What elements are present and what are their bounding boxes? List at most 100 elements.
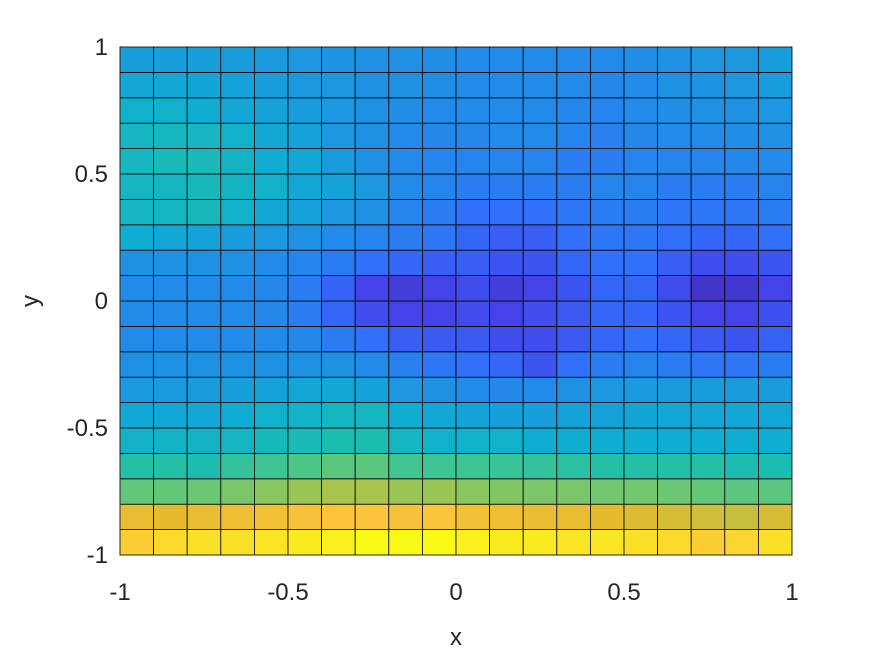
cell: [287, 72, 322, 99]
cell: [287, 224, 322, 251]
cell: [354, 452, 390, 480]
cell: [489, 249, 524, 276]
cell: [421, 529, 457, 556]
cell: [287, 249, 322, 276]
cell: [758, 275, 793, 302]
cell: [388, 122, 423, 149]
cell: [388, 300, 423, 327]
cell: [153, 325, 188, 353]
cell: [321, 402, 356, 429]
cell: [186, 427, 222, 454]
cell: [220, 503, 255, 531]
cell: [455, 402, 490, 429]
x-tick-label: 1: [785, 579, 798, 606]
cell: [253, 249, 289, 276]
cell: [623, 122, 658, 149]
cell: [522, 402, 558, 429]
cell: [253, 72, 289, 99]
cell: [421, 275, 457, 302]
cell: [724, 351, 759, 378]
cell: [489, 503, 524, 531]
cell: [321, 351, 356, 378]
cell: [455, 376, 490, 404]
cell: [220, 173, 255, 200]
cell: [623, 97, 658, 124]
cell: [421, 97, 457, 124]
cell: [153, 122, 188, 149]
cell: [119, 97, 154, 124]
cell: [590, 148, 625, 175]
cell: [388, 46, 423, 73]
cell: [220, 376, 255, 404]
cell: [186, 173, 222, 200]
y-tick-label: 0: [95, 288, 108, 315]
cell: [657, 97, 692, 124]
cell: [287, 452, 322, 480]
cell: [287, 275, 322, 302]
cell: [724, 198, 759, 226]
cell: [186, 452, 222, 480]
cell: [186, 503, 222, 531]
cell: [623, 427, 658, 454]
cell: [354, 325, 390, 353]
cell: [556, 249, 591, 276]
cell: [556, 325, 591, 353]
cell: [556, 376, 591, 404]
cell: [758, 122, 793, 149]
cell: [657, 503, 692, 531]
cell: [253, 427, 289, 454]
cell: [690, 503, 726, 531]
cell: [421, 224, 457, 251]
cell: [388, 427, 423, 454]
cell: [758, 46, 793, 73]
cell: [253, 503, 289, 531]
cell: [220, 325, 255, 353]
cell: [388, 325, 423, 353]
cell: [253, 173, 289, 200]
cell: [253, 325, 289, 353]
cell: [153, 249, 188, 276]
cell: [287, 300, 322, 327]
cell: [354, 478, 390, 505]
cell: [354, 300, 390, 327]
cell: [186, 46, 222, 73]
cell: [253, 376, 289, 404]
cell: [556, 452, 591, 480]
cell: [657, 478, 692, 505]
x-tick-label: 0: [449, 579, 462, 606]
cell: [421, 46, 457, 73]
cell: [421, 198, 457, 226]
cell: [657, 249, 692, 276]
cell: [522, 300, 558, 327]
cell: [354, 198, 390, 226]
cell: [489, 478, 524, 505]
cell: [119, 529, 154, 556]
cell: [690, 46, 726, 73]
cell: [321, 198, 356, 226]
cell: [388, 173, 423, 200]
cell: [623, 503, 658, 531]
cell: [623, 46, 658, 73]
cell: [287, 529, 322, 556]
cell: [690, 224, 726, 251]
cell: [253, 122, 289, 149]
cell: [489, 351, 524, 378]
cell: [354, 224, 390, 251]
cell: [421, 249, 457, 276]
cell: [153, 503, 188, 531]
cell: [489, 529, 524, 556]
cell: [119, 427, 154, 454]
cell: [657, 173, 692, 200]
cell: [489, 402, 524, 429]
cell: [388, 402, 423, 429]
cell: [119, 402, 154, 429]
cell: [489, 148, 524, 175]
cell: [758, 198, 793, 226]
cell: [657, 148, 692, 175]
cell: [220, 249, 255, 276]
cell: [354, 97, 390, 124]
cell: [657, 351, 692, 378]
cell: [522, 173, 558, 200]
cell: [186, 325, 222, 353]
